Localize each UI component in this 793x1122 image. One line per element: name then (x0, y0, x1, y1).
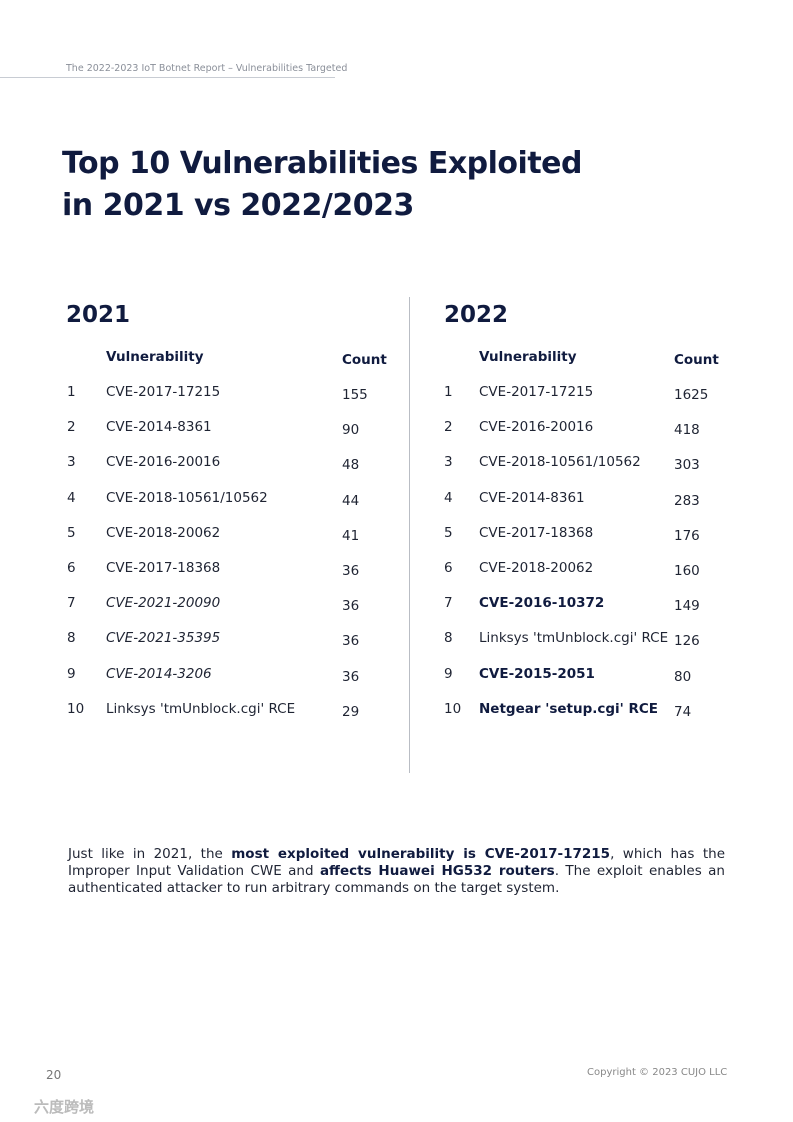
vulnerability-cell: CVE-2017-17215 (106, 384, 221, 400)
table-year: 2021 (66, 302, 131, 328)
count-cell: 418 (674, 422, 700, 439)
rank-cell: 6 (444, 560, 453, 576)
count-cell: 48 (342, 457, 360, 474)
count-cell: 80 (674, 668, 692, 685)
vulnerability-cell: CVE-2014-8361 (106, 419, 212, 436)
count-cell: 176 (674, 527, 700, 544)
title-line: Top 10 Vulnerabilities Exploited (62, 146, 583, 181)
rank-cell: 9 (67, 665, 76, 682)
text-run: Just like in 2021, the (68, 846, 232, 862)
page-number: 20 (46, 1068, 62, 1082)
column-divider (409, 297, 410, 773)
count-cell: 283 (674, 492, 700, 509)
vulnerability-cell: Linksys 'tmUnblock.cgi' RCE (106, 700, 296, 717)
rank-cell: 2 (67, 419, 76, 436)
text-run: , which has the Improper Input Validatio… (68, 846, 725, 879)
vulnerability-cell: CVE-2014-3206 (106, 665, 212, 682)
count-cell: 126 (674, 633, 700, 650)
copyright: Copyright © 2023 CUJO LLC (587, 1067, 728, 1078)
count-cell: 149 (674, 598, 700, 615)
count-cell: 303 (674, 457, 700, 474)
rank-cell: 3 (444, 454, 453, 471)
rank-cell: 3 (67, 454, 76, 471)
vulnerability-cell: CVE-2016-20016 (479, 419, 594, 436)
header-rule (0, 77, 335, 78)
count-cell: 155 (342, 387, 368, 403)
vulnerability-cell: CVE-2021-35395 (106, 630, 221, 647)
vulnerability-cell: CVE-2018-20062 (106, 524, 221, 541)
vulnerability-cell: CVE-2018-10561/10562 (106, 489, 268, 506)
count-cell: 90 (342, 422, 360, 439)
text-run: . The exploit enables an authenticated a… (68, 863, 725, 896)
rank-cell: 1 (67, 384, 76, 400)
vulnerability-cell: CVE-2014-8361 (479, 489, 585, 506)
vulnerability-cell: CVE-2021-20090 (106, 595, 221, 612)
rank-cell: 2 (444, 419, 453, 436)
title-line: in 2021 vs 2022/2023 (62, 188, 414, 223)
rank-cell: 5 (444, 524, 453, 541)
count-cell: 1625 (674, 387, 709, 403)
vulnerability-cell: CVE-2016-10372 (479, 595, 605, 612)
count-cell: 36 (342, 633, 360, 650)
vulnerability-cell: CVE-2017-17215 (479, 384, 594, 400)
body-paragraph: Just like in 2021, the most exploited vu… (68, 846, 725, 897)
rank-cell: 9 (444, 665, 453, 682)
rank-cell: 6 (67, 560, 76, 576)
vulnerability-cell: CVE-2018-10561/10562 (479, 454, 641, 471)
count-cell: 41 (342, 527, 360, 544)
count-cell: 44 (342, 492, 360, 509)
rank-cell: 8 (67, 630, 76, 647)
bold-text: affects Huawei HG532 routers (319, 863, 555, 879)
bold-text: most exploited vulnerability is CVE-2017… (231, 846, 611, 862)
count-cell: 36 (342, 598, 360, 615)
vulnerability-cell: Netgear 'setup.cgi' RCE (479, 700, 659, 717)
column-header: Vulnerability (106, 349, 204, 365)
count-cell: 29 (342, 703, 360, 720)
watermark: 六度跨境 (34, 1098, 95, 1116)
rank-cell: 4 (444, 489, 453, 506)
rank-cell: 5 (67, 524, 76, 541)
rank-cell: 4 (67, 489, 76, 506)
rank-cell: 7 (444, 595, 453, 612)
count-cell: 160 (674, 563, 700, 579)
vulnerability-cell: Linksys 'tmUnblock.cgi' RCE (479, 630, 669, 647)
count-cell: 74 (674, 703, 692, 720)
rank-cell: 10 (67, 700, 85, 717)
table-year: 2022 (444, 302, 509, 328)
column-header: Vulnerability (479, 349, 577, 365)
vulnerability-cell: CVE-2017-18368 (479, 524, 594, 541)
vulnerability-cell: CVE-2015-2051 (479, 665, 595, 682)
column-header: Count (674, 352, 719, 368)
count-cell: 36 (342, 668, 360, 685)
rank-cell: 10 (444, 700, 462, 717)
vulnerability-cell: CVE-2017-18368 (106, 560, 221, 576)
rank-cell: 7 (67, 595, 76, 612)
vulnerability-cell: CVE-2018-20062 (479, 560, 594, 576)
rank-cell: 1 (444, 384, 453, 400)
running-title: The 2022-2023 IoT Botnet Report – Vulner… (66, 63, 348, 74)
column-header: Count (342, 352, 387, 368)
count-cell: 36 (342, 563, 360, 579)
rank-cell: 8 (444, 630, 453, 647)
vulnerability-cell: CVE-2016-20016 (106, 454, 221, 471)
